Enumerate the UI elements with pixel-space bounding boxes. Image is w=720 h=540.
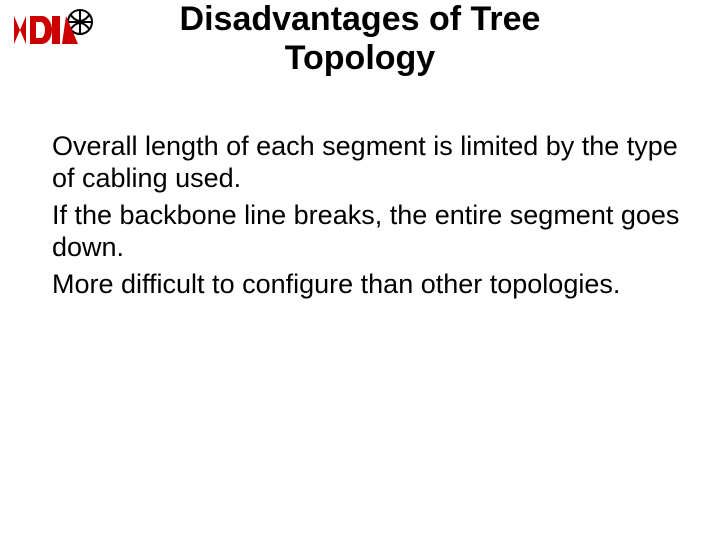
slide: Disadvantages of Tree Topology Overall l… xyxy=(0,0,720,540)
bullet-icon xyxy=(28,268,52,312)
bullet-icon xyxy=(28,130,52,174)
list-item: If the backbone line breaks, the entire … xyxy=(28,199,680,264)
bullet-list: Overall length of each segment is limite… xyxy=(28,130,680,312)
bullet-text: Overall length of each segment is limite… xyxy=(52,130,680,195)
bullet-text: More difficult to configure than other t… xyxy=(52,268,680,300)
list-item: Overall length of each segment is limite… xyxy=(28,130,680,195)
slide-title: Disadvantages of Tree Topology xyxy=(0,0,720,78)
slide-body: Overall length of each segment is limite… xyxy=(28,130,680,316)
bullet-text: If the backbone line breaks, the entire … xyxy=(52,199,680,264)
bullet-icon xyxy=(28,199,52,243)
list-item: More difficult to configure than other t… xyxy=(28,268,680,312)
